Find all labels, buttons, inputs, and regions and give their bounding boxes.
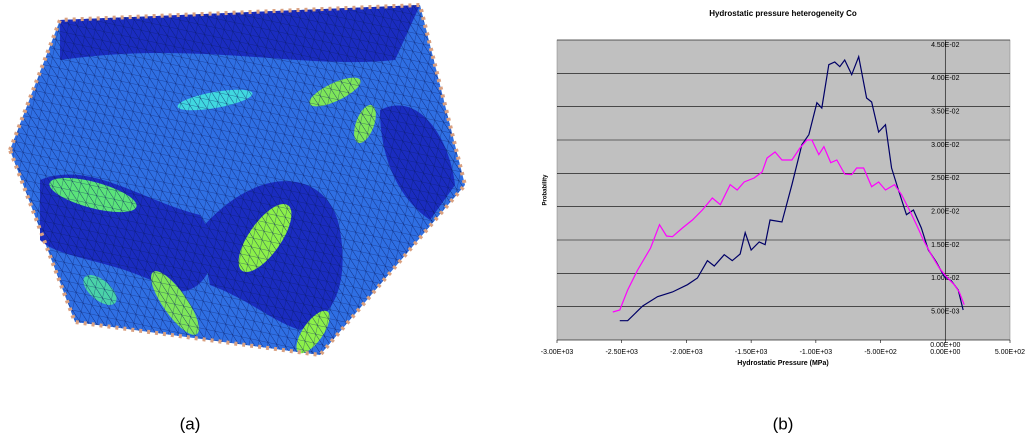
mesh-render (8, 2, 468, 358)
x-tick-label: 0.00E+00 (930, 349, 960, 356)
caption: (a) (180, 414, 201, 433)
x-tick-label: -2.50E+03 (605, 349, 638, 356)
y-tick-label: 0.00E+00 (930, 342, 960, 349)
x-axis-label: Hydrostatic Pressure (MPa) (737, 360, 828, 367)
plot-area (556, 39, 1011, 341)
data-line (619, 54, 964, 322)
y-axis-label: Probability (543, 174, 549, 206)
x-tick-label: -1.50E+03 (735, 349, 768, 356)
caption: (b) (773, 414, 794, 433)
x-tick-label: -5.00E+02 (864, 349, 897, 356)
chart-title: Hydrostatic pressure heterogeneity Co (709, 9, 857, 18)
x-tick-label: -3.00E+03 (541, 349, 574, 356)
x-tick-label: 5.00E+02 (995, 349, 1025, 356)
x-tick-label: -2.00E+03 (670, 349, 703, 356)
data-line (612, 139, 965, 313)
chart: Hydrostatic pressure heterogeneity Co Hy… (541, 9, 1025, 367)
x-tick-label: -1.00E+03 (800, 349, 833, 356)
